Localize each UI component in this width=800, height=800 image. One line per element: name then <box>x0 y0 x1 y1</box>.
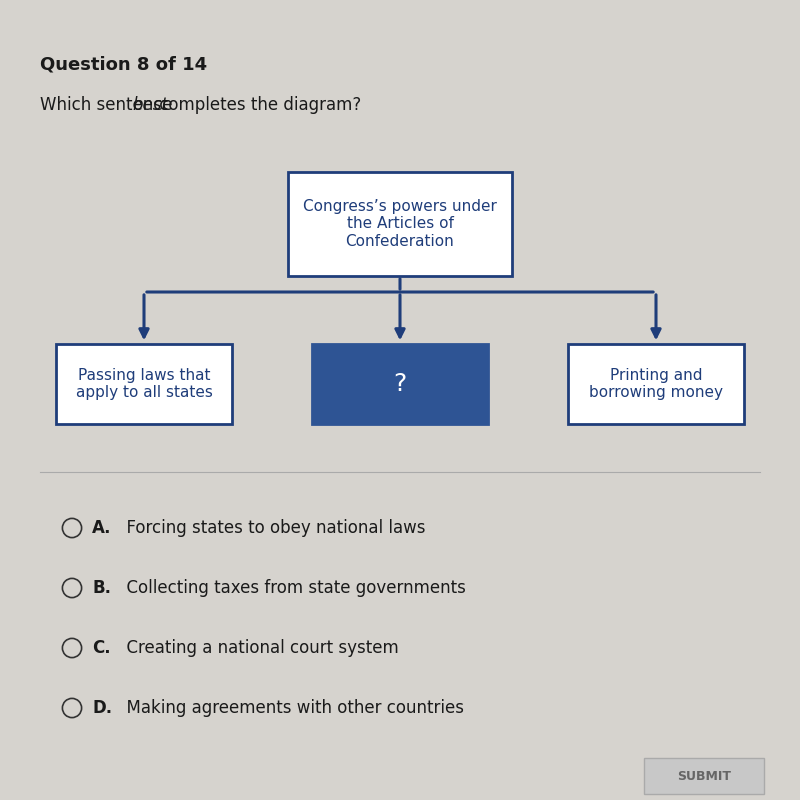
Text: Collecting taxes from state governments: Collecting taxes from state governments <box>116 579 466 597</box>
FancyBboxPatch shape <box>312 344 488 424</box>
Text: C.: C. <box>92 639 110 657</box>
Text: B.: B. <box>92 579 111 597</box>
Text: SUBMIT: SUBMIT <box>677 770 731 782</box>
Text: Making agreements with other countries: Making agreements with other countries <box>116 699 464 717</box>
Text: completes the diagram?: completes the diagram? <box>154 96 361 114</box>
Text: Question 8 of 14: Question 8 of 14 <box>40 56 207 74</box>
Text: ?: ? <box>394 372 406 396</box>
Text: A.: A. <box>92 519 111 537</box>
Text: D.: D. <box>92 699 112 717</box>
Text: Creating a national court system: Creating a national court system <box>116 639 398 657</box>
Text: Forcing states to obey national laws: Forcing states to obey national laws <box>116 519 426 537</box>
Text: Passing laws that
apply to all states: Passing laws that apply to all states <box>75 368 213 400</box>
FancyBboxPatch shape <box>644 758 764 794</box>
Text: best: best <box>132 96 168 114</box>
Text: Which sentence: Which sentence <box>40 96 178 114</box>
FancyBboxPatch shape <box>288 172 512 276</box>
Text: Congress’s powers under
the Articles of
Confederation: Congress’s powers under the Articles of … <box>303 199 497 249</box>
Text: Printing and
borrowing money: Printing and borrowing money <box>589 368 723 400</box>
FancyBboxPatch shape <box>56 344 232 424</box>
FancyBboxPatch shape <box>568 344 744 424</box>
